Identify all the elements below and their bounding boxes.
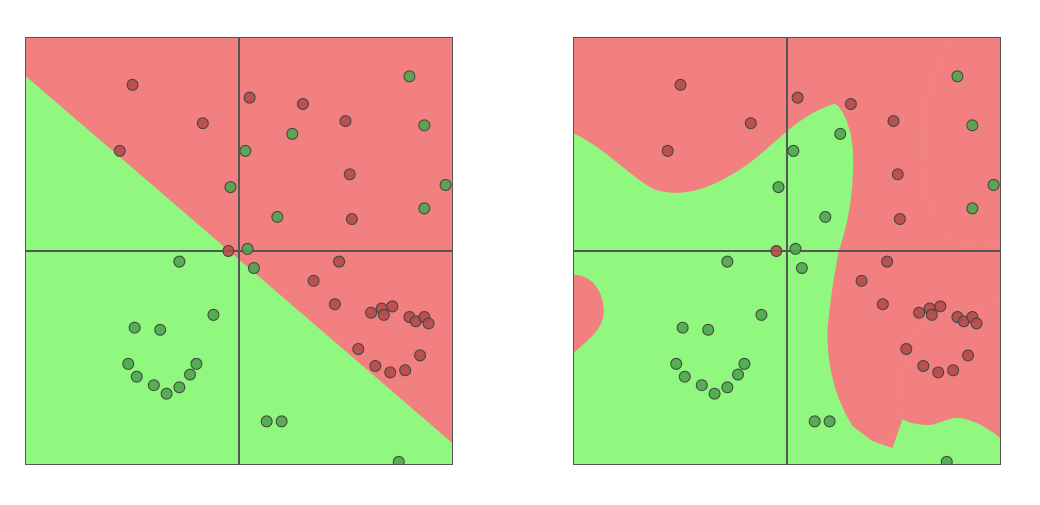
green-point (160, 387, 173, 400)
green-point (403, 70, 416, 83)
red-point (844, 98, 857, 111)
green-point (708, 387, 721, 400)
green-point (275, 415, 288, 428)
green-point (207, 308, 220, 321)
green-point (670, 357, 683, 370)
green-point (795, 262, 808, 275)
green-point (241, 242, 254, 255)
red-point (891, 168, 904, 181)
green-point (951, 70, 964, 83)
red-point (222, 245, 235, 257)
red-point (384, 366, 397, 379)
green-point (190, 357, 203, 370)
green-point (808, 415, 821, 428)
green-point (966, 119, 979, 132)
red-point (881, 255, 894, 268)
red-point (352, 343, 365, 355)
red-point (126, 78, 139, 91)
green-point (987, 178, 1000, 191)
green-point (789, 242, 802, 255)
nonlinear-classifier-plot (573, 37, 1001, 465)
green-point (738, 357, 751, 370)
red-region-1 (574, 38, 1000, 449)
red-point (913, 306, 926, 319)
green-point (676, 321, 689, 334)
nonlinear-classifier-svg (574, 38, 1000, 464)
red-point (422, 317, 435, 330)
green-point (128, 321, 141, 334)
red-point (900, 343, 913, 355)
linear-classifier-plot (25, 37, 453, 465)
red-point (296, 98, 309, 111)
red-point (369, 360, 382, 372)
red-point (365, 306, 378, 319)
green-point (271, 210, 284, 223)
red-point (887, 115, 900, 128)
red-point (377, 308, 390, 321)
red-point (328, 298, 341, 311)
green-point (154, 323, 167, 336)
red-point (855, 274, 868, 287)
red-point (333, 255, 346, 268)
linear-classifier-svg (26, 38, 452, 464)
red-point (791, 91, 804, 104)
red-point (339, 115, 352, 128)
green-point (755, 308, 768, 321)
red-point (345, 213, 358, 226)
green-point (130, 370, 143, 383)
red-point (307, 274, 320, 287)
red-point (932, 366, 945, 379)
green-point (732, 368, 744, 381)
green-point (772, 181, 785, 194)
red-point (661, 144, 674, 157)
green-point (721, 381, 734, 394)
red-point (947, 364, 960, 377)
green-point (173, 381, 186, 394)
green-point (122, 357, 135, 370)
red-point (876, 298, 889, 311)
green-point (966, 202, 979, 215)
red-point (962, 349, 975, 362)
green-point (695, 379, 708, 392)
green-point (721, 255, 734, 268)
red-region-2 (574, 274, 604, 353)
green-point (239, 144, 252, 157)
red-point (970, 317, 983, 330)
red-point (343, 168, 356, 181)
green-point (184, 368, 196, 381)
green-point (173, 255, 186, 268)
green-point (702, 323, 715, 336)
green-point (439, 178, 452, 191)
green-point (819, 210, 832, 223)
red-point (113, 144, 126, 157)
green-point (823, 415, 836, 428)
green-point (260, 415, 273, 428)
green-point (286, 127, 299, 140)
red-point (243, 91, 256, 104)
red-point (917, 360, 930, 372)
red-point (399, 364, 412, 377)
green-point (787, 144, 800, 157)
green-point (418, 202, 431, 215)
red-point (674, 78, 687, 91)
green-point (224, 181, 237, 194)
green-point (247, 262, 260, 275)
green-point (834, 127, 847, 140)
red-point (744, 117, 757, 130)
green-point (418, 119, 431, 132)
red-point (414, 349, 427, 362)
red-point (770, 245, 783, 257)
green-point (392, 455, 405, 464)
green-point (678, 370, 691, 383)
green-point (940, 455, 953, 464)
red-point (893, 213, 906, 226)
green-point (147, 379, 160, 392)
red-point (934, 300, 947, 313)
red-point (196, 117, 209, 130)
red-point (386, 300, 399, 313)
red-point (925, 308, 938, 321)
